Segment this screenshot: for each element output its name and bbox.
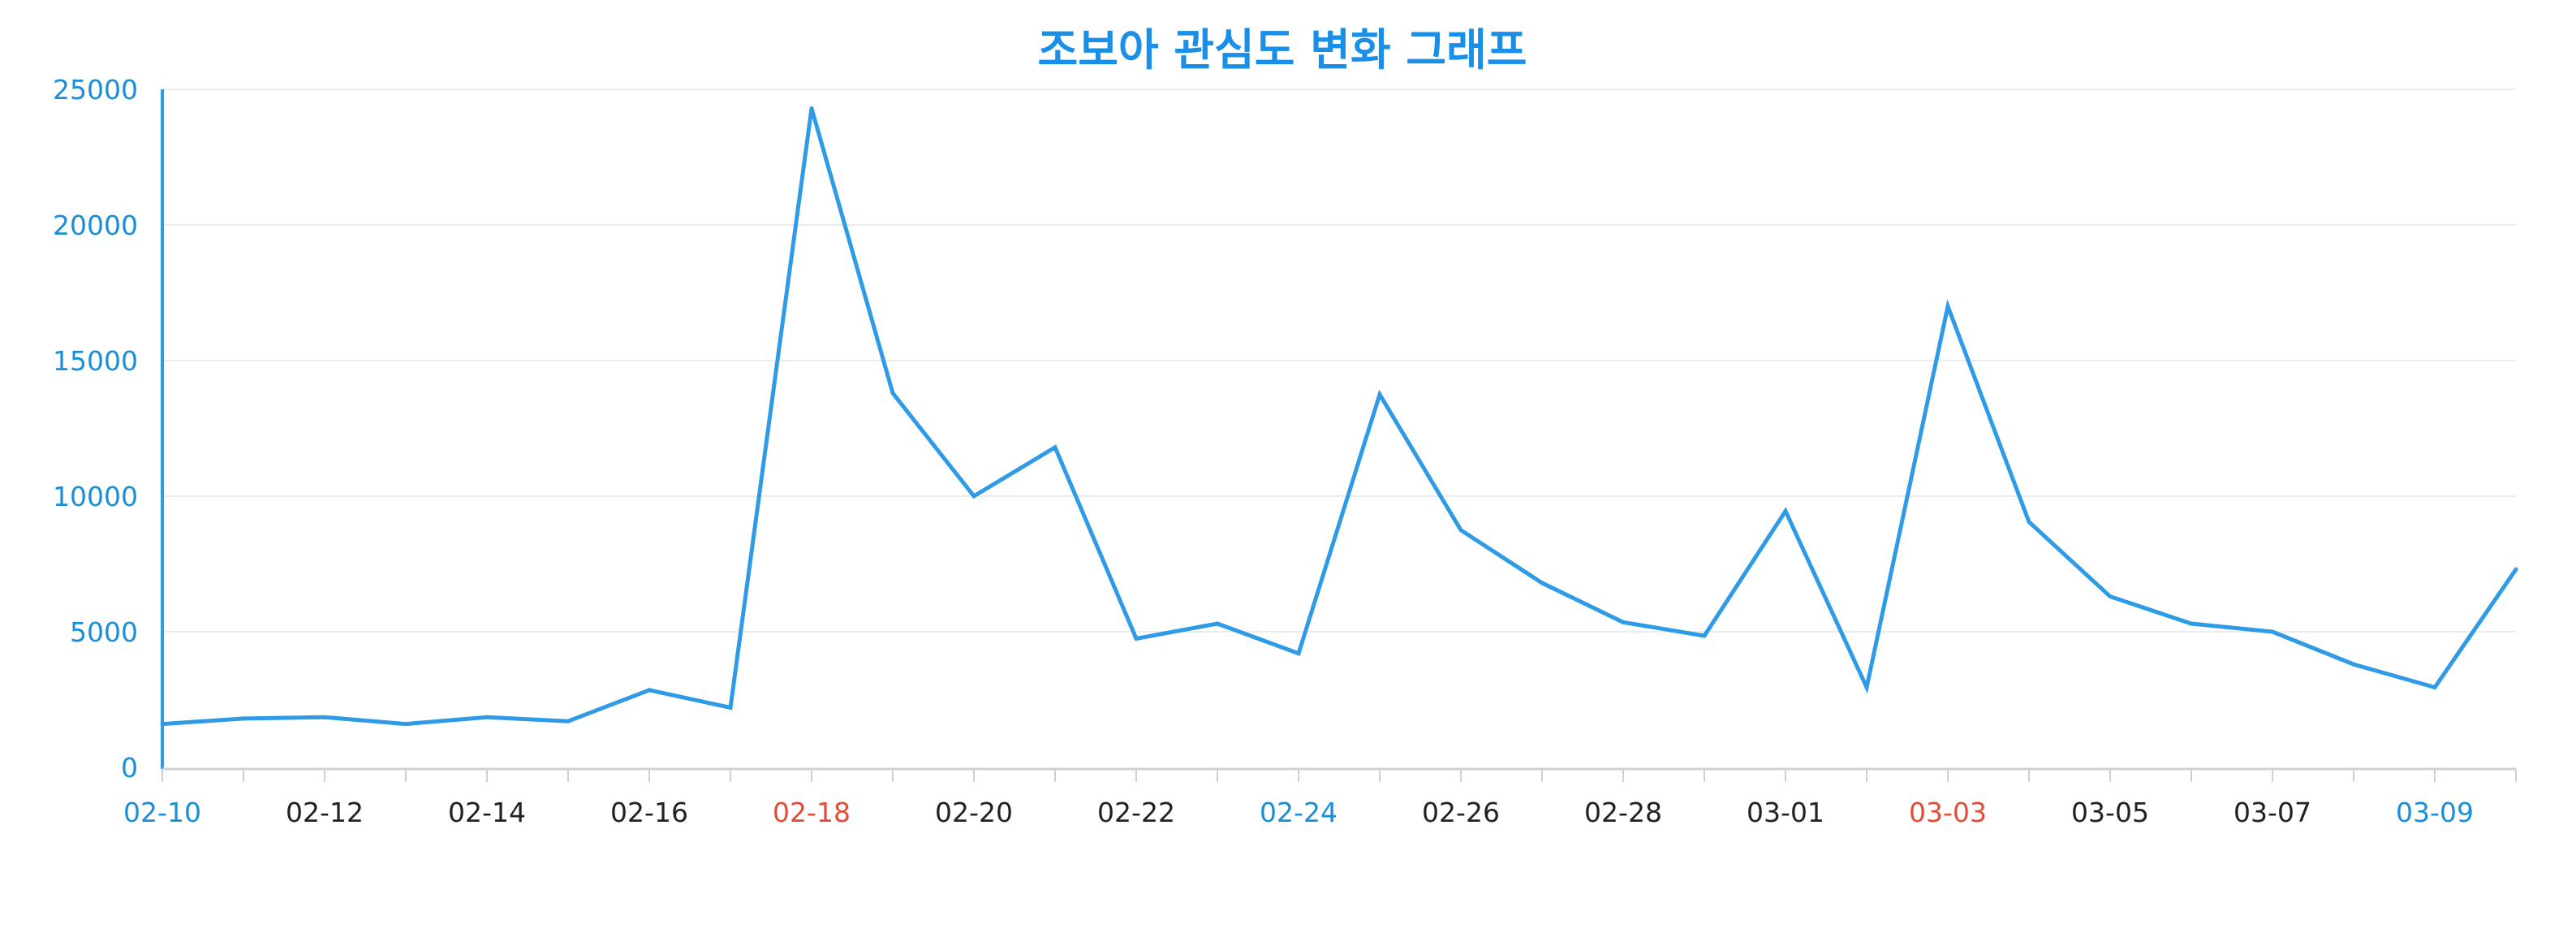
data-point (647, 688, 652, 693)
data-point (241, 716, 246, 721)
x-tick-label: 02-26 (1422, 797, 1500, 828)
y-tick-label: 25000 (53, 74, 138, 106)
x-tick-label: 03-07 (2234, 797, 2311, 828)
x-tick-label: 02-14 (448, 797, 526, 828)
data-point (2432, 685, 2437, 689)
y-tick-labels: 0 5000 10000 15000 20000 25000 (53, 74, 138, 784)
data-point (971, 494, 976, 499)
grid-lines (162, 89, 2516, 633)
x-tick-label: 03-03 (1909, 797, 1987, 828)
data-point (2270, 629, 2275, 634)
y-tick-label: 15000 (53, 345, 138, 377)
x-tick-label: 02-24 (1260, 797, 1338, 828)
data-point (2027, 520, 2031, 525)
x-tick-label: 02-20 (935, 797, 1013, 828)
data-point (1864, 685, 1869, 689)
data-point (1621, 620, 1626, 624)
data-point (1458, 528, 1463, 533)
data-point (566, 719, 571, 724)
y-tick-label: 20000 (53, 209, 138, 241)
data-point (322, 715, 327, 719)
axes (161, 89, 2517, 782)
x-tick-label: 02-16 (610, 797, 688, 828)
x-tick-label: 02-12 (286, 797, 364, 828)
x-tick-label: 03-09 (2396, 797, 2474, 828)
x-tick-label: 02-10 (123, 797, 201, 828)
data-point (728, 706, 733, 711)
x-tick-label: 03-01 (1747, 797, 1824, 828)
data-point (1134, 636, 1139, 641)
data-point (1053, 445, 1058, 450)
x-tick-label: 02-28 (1584, 797, 1662, 828)
series-layer (160, 106, 2518, 727)
y-tick-label: 0 (121, 752, 138, 784)
data-point (1945, 304, 1950, 309)
x-tick-label: 03-05 (2071, 797, 2149, 828)
data-point (160, 722, 165, 727)
y-tick-label: 5000 (70, 616, 138, 648)
data-point (2189, 621, 2194, 626)
data-point (2514, 567, 2518, 572)
data-point (1377, 392, 1382, 397)
data-point (1296, 651, 1301, 656)
series-line-0 (162, 107, 2518, 727)
chart-title: 조보아 관심도 변화 그래프 (1038, 24, 1527, 76)
data-point (1702, 633, 1707, 638)
data-point (2351, 662, 2356, 667)
x-tick-label: 02-22 (1097, 797, 1175, 828)
x-tick-label: 02-18 (773, 797, 851, 828)
data-point (1540, 581, 1544, 585)
x-tick-labels: 02-10 02-12 02-14 02-16 02-18 02-20 02-22 02-24… (123, 797, 2474, 828)
data-point (890, 391, 895, 395)
data-point (403, 722, 408, 727)
y-tick-label: 10000 (53, 481, 138, 512)
data-point (485, 715, 489, 719)
data-point (809, 106, 814, 110)
data-point (2108, 594, 2113, 599)
data-point (1783, 508, 1788, 513)
data-point (1215, 621, 1220, 626)
